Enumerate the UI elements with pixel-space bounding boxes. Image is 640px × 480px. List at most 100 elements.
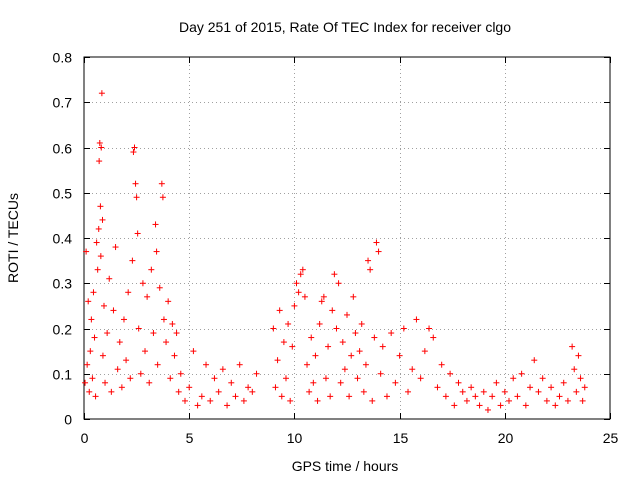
data-point — [548, 384, 555, 391]
data-point — [160, 316, 167, 323]
data-point — [569, 343, 576, 350]
data-point — [278, 393, 285, 400]
data-point — [154, 361, 161, 368]
data-point — [108, 388, 115, 395]
data-point — [365, 257, 372, 264]
data-point — [171, 352, 178, 359]
data-point — [289, 343, 296, 350]
data-point — [98, 90, 105, 97]
data-point — [434, 384, 441, 391]
data-point — [581, 384, 588, 391]
data-point — [463, 397, 470, 404]
data-point — [552, 402, 559, 409]
data-point — [506, 397, 513, 404]
data-point — [253, 370, 260, 377]
data-point — [173, 330, 180, 337]
x-tick-label: 5 — [186, 430, 194, 446]
data-point — [518, 370, 525, 377]
data-point — [306, 388, 313, 395]
data-point — [125, 289, 132, 296]
data-point — [123, 357, 130, 364]
data-point — [543, 397, 550, 404]
data-point — [369, 397, 376, 404]
data-point — [560, 379, 567, 386]
x-tick-label: 0 — [81, 430, 89, 446]
data-point — [442, 393, 449, 400]
data-point — [379, 343, 386, 350]
data-point — [104, 330, 111, 337]
data-point — [409, 366, 416, 373]
data-point — [96, 139, 103, 146]
data-point — [232, 393, 239, 400]
grid — [84, 57, 610, 419]
data-point — [396, 352, 403, 359]
data-point — [348, 352, 355, 359]
data-point — [322, 375, 329, 382]
data-point — [97, 203, 104, 210]
data-point — [84, 361, 91, 368]
data-point — [325, 343, 332, 350]
x-tick-label: 15 — [393, 430, 409, 446]
x-tick-labels: 0 5 10 15 20 25 — [81, 430, 619, 446]
data-point — [150, 330, 157, 337]
data-point — [93, 239, 100, 246]
data-point — [301, 293, 308, 300]
data-point — [295, 289, 302, 296]
data-point — [331, 271, 338, 278]
data-point — [430, 334, 437, 341]
data-point — [148, 266, 155, 273]
data-point — [146, 379, 153, 386]
data-point — [211, 375, 218, 382]
y-tick-label: 0.4 — [53, 231, 73, 247]
data-point — [158, 180, 165, 187]
data-point — [153, 248, 160, 255]
data-point — [83, 248, 90, 255]
data-point — [85, 298, 92, 305]
data-point — [316, 320, 323, 327]
data-point — [304, 361, 311, 368]
data-point — [312, 352, 319, 359]
data-point — [480, 388, 487, 395]
data-point — [88, 316, 95, 323]
data-point — [341, 366, 348, 373]
data-point — [573, 388, 580, 395]
data-point — [280, 339, 287, 346]
data-point — [169, 320, 176, 327]
y-tick-label: 0.6 — [53, 141, 73, 157]
data-point — [207, 397, 214, 404]
data-point — [371, 334, 378, 341]
data-point — [339, 339, 346, 346]
data-point — [240, 397, 247, 404]
data-point — [144, 293, 151, 300]
data-point — [272, 384, 279, 391]
data-point — [327, 393, 334, 400]
data-point — [484, 406, 491, 413]
y-tick-labels: 0 0.1 0.2 0.3 0.4 0.5 0.6 0.7 0.8 — [53, 50, 73, 428]
plot-frame — [83, 56, 611, 420]
data-point — [228, 379, 235, 386]
data-point — [564, 397, 571, 404]
x-tick-label: 20 — [498, 430, 514, 446]
data-point — [455, 379, 462, 386]
data-point — [114, 366, 121, 373]
data-point — [333, 325, 340, 332]
data-point — [90, 289, 97, 296]
data-point — [556, 393, 563, 400]
data-point — [130, 149, 137, 156]
data-point — [535, 388, 542, 395]
data-point — [350, 293, 357, 300]
data-point — [388, 330, 395, 337]
data-point — [287, 397, 294, 404]
data-point — [318, 298, 325, 305]
data-point — [110, 307, 117, 314]
x-axis-label: GPS time / hours — [292, 458, 399, 474]
data-point — [89, 375, 96, 382]
data-point — [116, 339, 123, 346]
data-point — [329, 307, 336, 314]
data-point — [249, 388, 256, 395]
data-point — [118, 384, 125, 391]
data-point — [320, 293, 327, 300]
data-point — [447, 370, 454, 377]
y-tick-label: 0.5 — [53, 186, 73, 202]
